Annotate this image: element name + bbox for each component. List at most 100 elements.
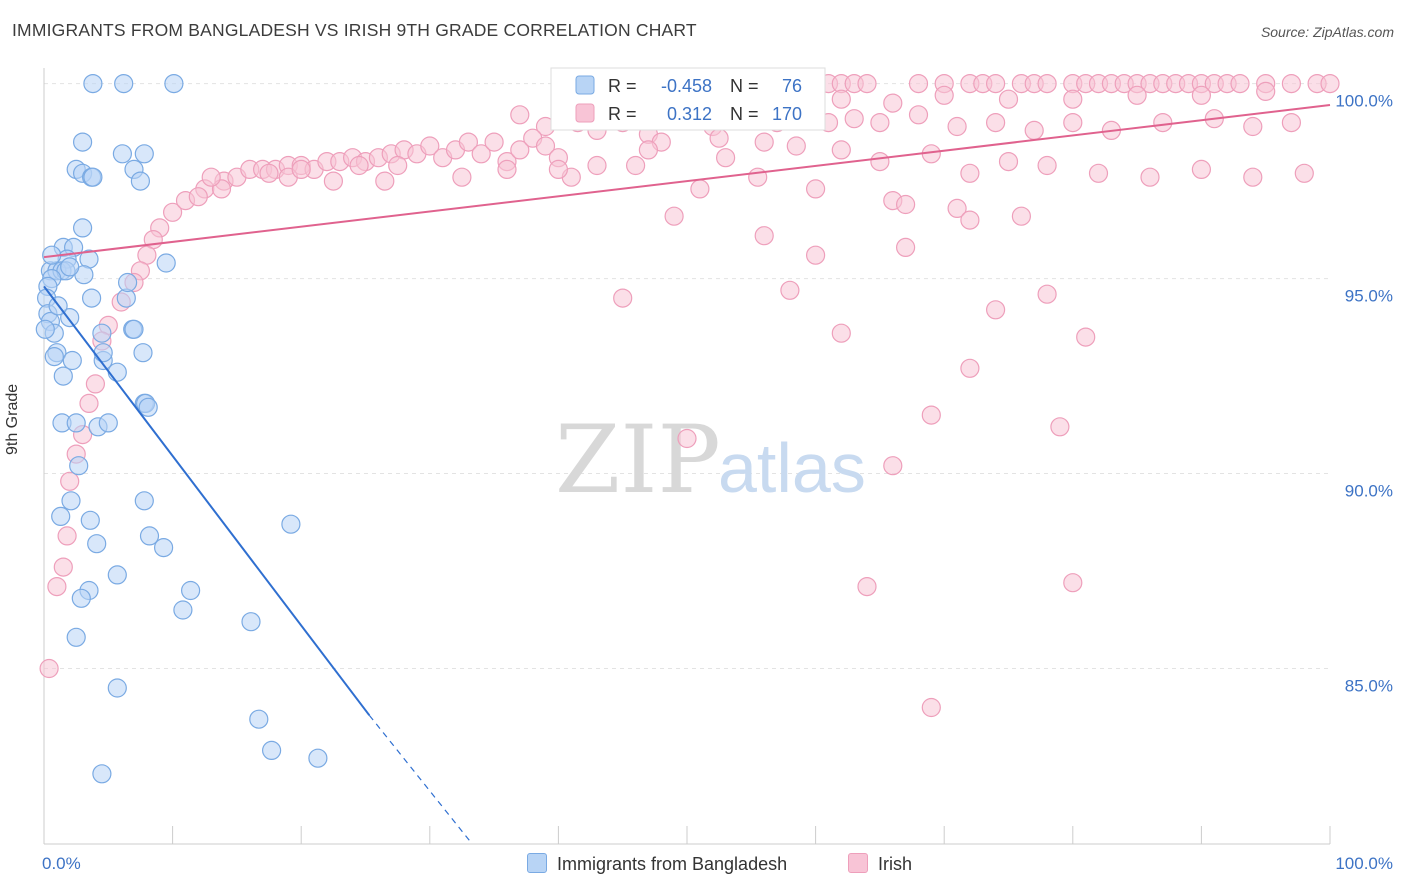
y-tick-label-2: 95.0% (1345, 287, 1393, 306)
irish-point-138 (947, 198, 967, 218)
irish-trend-line (43, 104, 1331, 259)
irish-point-135 (748, 167, 768, 187)
irish-point-37 (1127, 85, 1147, 105)
stats-n-label-blue: N = (730, 76, 759, 96)
irish-point-62 (1243, 116, 1263, 137)
bangladesh-point-42 (107, 362, 127, 382)
irish-point-144 (805, 245, 826, 265)
x-tick-label-0: 0.0% (42, 854, 81, 873)
trend-lines (43, 104, 1331, 845)
irish-point-102 (471, 144, 491, 164)
irish-point-63 (1281, 112, 1302, 133)
irish-point-105 (510, 140, 530, 160)
y-tick-label-1: 90.0% (1345, 482, 1393, 501)
irish-point-60 (1153, 112, 1173, 133)
irish-point-4 (857, 73, 877, 94)
stats-r-value-blue: -0.458 (661, 76, 712, 96)
watermark-zip: ZIP (555, 406, 721, 515)
irish-point-166 (587, 155, 607, 176)
irish-point-74 (1088, 163, 1109, 183)
irish-point-69 (870, 152, 890, 172)
irish-point-161 (638, 140, 659, 160)
irish-point-52 (844, 109, 864, 129)
irish-point-159 (921, 697, 941, 718)
irish-point-67 (786, 136, 806, 156)
irish-point-130 (452, 167, 472, 187)
irish-point-141 (960, 210, 980, 230)
bangladesh-point-56 (139, 526, 160, 546)
x-tick-label-1: 100.0% (1335, 854, 1393, 873)
bangladesh-point-3 (72, 132, 93, 152)
bangladesh-point-61 (71, 588, 91, 608)
irish-point-169 (349, 155, 369, 176)
bangladesh-point-70 (35, 319, 55, 339)
bangladesh-point-52 (51, 506, 71, 527)
bangladesh-point-73 (60, 257, 80, 277)
irish-point-32 (831, 89, 851, 109)
bangladesh-point-60 (181, 580, 201, 601)
bangladesh-point-64 (66, 627, 86, 647)
irish-point-157 (857, 576, 877, 597)
irish-point-122 (57, 526, 77, 546)
bangladesh-point-17 (156, 253, 176, 273)
irish-point-154 (1050, 417, 1070, 437)
irish-point-101 (458, 132, 478, 152)
bangladesh-trend-line (43, 285, 371, 716)
bangladesh-point-67 (262, 740, 282, 761)
irish-point-145 (895, 237, 916, 257)
stats-n-value-blue: 76 (782, 76, 802, 96)
bangladesh-point-62 (173, 600, 193, 620)
irish-point-150 (831, 323, 851, 343)
bangladesh-point-49 (69, 456, 89, 476)
axes (43, 68, 1331, 845)
stats-n-value-pink: 170 (772, 104, 802, 124)
bangladesh-point-37 (133, 343, 153, 363)
bangladesh-point-68 (308, 748, 328, 768)
irish-point-142 (664, 206, 684, 226)
bangladesh-point-54 (281, 514, 301, 534)
irish-point-136 (805, 179, 826, 199)
irish-point-133 (625, 155, 646, 176)
stats-swatch-pink (575, 103, 595, 123)
bangladesh-point-46 (66, 413, 86, 433)
irish-point-148 (985, 300, 1006, 320)
irish-point-123 (53, 557, 73, 577)
irish-point-58 (1063, 112, 1083, 133)
irish-points (39, 73, 1340, 718)
legend-item-irish: Irish (848, 853, 912, 875)
x-tick-labels: 0.0% 100.0% (42, 854, 1393, 873)
irish-point-57 (1024, 120, 1044, 140)
bangladesh-point-1 (114, 73, 134, 94)
irish-point-139 (1011, 206, 1032, 226)
bangladesh-point-2 (164, 73, 184, 94)
bangladesh-point-74 (93, 343, 113, 363)
irish-point-34 (934, 85, 954, 105)
irish-point-73 (1037, 155, 1057, 176)
bangladesh-point-48 (98, 413, 118, 433)
irish-point-134 (690, 179, 710, 199)
legend-item-bangladesh: Immigrants from Bangladesh (527, 853, 787, 875)
bangladesh-point-9 (83, 167, 103, 187)
bangladesh-point-5 (134, 144, 154, 164)
bangladesh-point-65 (107, 678, 127, 698)
irish-point-160 (548, 159, 569, 179)
bangladesh-point-41 (53, 366, 73, 386)
irish-point-55 (947, 116, 967, 137)
irish-point-28 (1281, 73, 1302, 94)
irish-point-71 (960, 163, 980, 183)
bangladesh-point-63 (241, 612, 261, 632)
irish-point-147 (1037, 284, 1057, 304)
watermark-atlas: atlas (718, 429, 866, 507)
irish-point-53 (870, 112, 890, 133)
irish-point-75 (1140, 167, 1160, 187)
irish-point-117 (85, 374, 106, 394)
bangladesh-point-75 (138, 397, 158, 417)
bangladesh-point-4 (112, 144, 133, 164)
irish-point-26 (1230, 73, 1250, 94)
bangladesh-point-0 (83, 73, 103, 94)
bangladesh-point-28 (117, 272, 138, 293)
irish-point-35 (998, 89, 1019, 109)
irish-point-54 (908, 105, 929, 125)
bangladesh-trend-extension (368, 714, 473, 845)
irish-point-124 (47, 576, 67, 597)
